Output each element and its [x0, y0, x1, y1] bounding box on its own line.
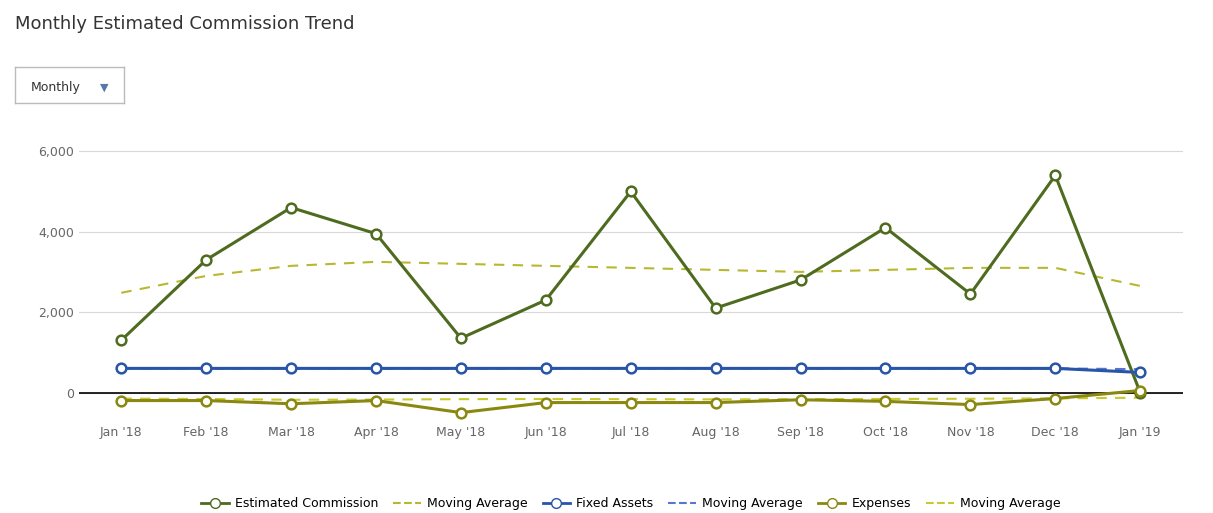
Text: Monthly Estimated Commission Trend: Monthly Estimated Commission Trend	[15, 15, 354, 33]
Text: ▼: ▼	[99, 83, 108, 92]
Text: Monthly: Monthly	[32, 81, 81, 94]
Legend: Estimated Commission, Moving Average, Fixed Assets, Moving Average, Expenses, Mo: Estimated Commission, Moving Average, Fi…	[197, 492, 1065, 513]
